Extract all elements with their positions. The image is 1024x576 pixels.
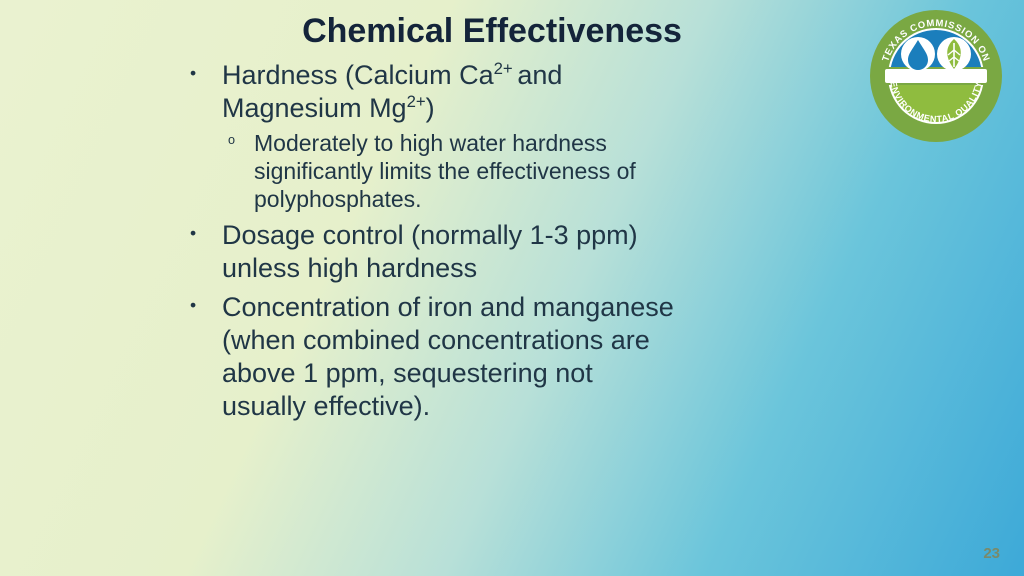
text-fragment: Hardness (Calcium Ca: [222, 60, 494, 90]
slide: Chemical Effectiveness Hardness (Calcium…: [0, 0, 1024, 576]
bullet-list: Hardness (Calcium Ca2+ and Magnesium Mg2…: [190, 59, 680, 423]
page-number: 23: [983, 545, 1000, 562]
bullet-item: Dosage control (normally 1-3 ppm) unless…: [190, 219, 680, 285]
sub-bullet-item: Moderately to high water hardness signif…: [222, 129, 680, 213]
bullet-item: Hardness (Calcium Ca2+ and Magnesium Mg2…: [190, 59, 680, 213]
bullet-text: Concentration of iron and manganese (whe…: [222, 292, 674, 421]
bullet-item: Concentration of iron and manganese (whe…: [190, 291, 680, 423]
slide-title: Chemical Effectiveness: [0, 12, 984, 51]
bullet-text: Hardness (Calcium Ca2+ and Magnesium Mg2…: [222, 60, 562, 123]
sub-bullet-text: Moderately to high water hardness signif…: [254, 130, 636, 212]
seal-band: [884, 68, 988, 84]
sub-list: Moderately to high water hardness signif…: [222, 129, 680, 213]
agency-seal: TEXAS COMMISSION ON ENVIRONMENTAL QUALIT…: [866, 6, 1006, 146]
superscript: 2+: [494, 59, 518, 78]
superscript: 2+: [407, 92, 426, 111]
slide-content: Hardness (Calcium Ca2+ and Magnesium Mg2…: [40, 59, 680, 423]
bullet-text: Dosage control (normally 1-3 ppm) unless…: [222, 220, 638, 283]
text-fragment: ): [426, 93, 435, 123]
